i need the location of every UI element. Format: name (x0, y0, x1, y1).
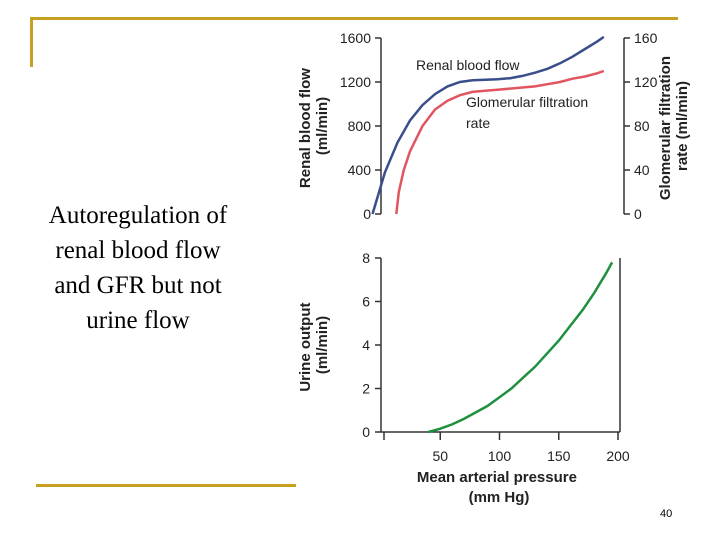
axis-label-line: (ml/min) (314, 97, 331, 155)
y2-tick-label: 120 (634, 74, 658, 90)
top-chart: 0 400 800 1200 1600 0 40 80 120 160 Renal blood … (297, 30, 691, 222)
left-decorative-rule (30, 17, 33, 67)
series-label-line: Glomerular filtration (466, 94, 588, 110)
bottom-decorative-rule (36, 484, 296, 487)
y2-tick-label: 160 (634, 30, 658, 46)
y2-tick-label: 80 (634, 118, 650, 134)
y-tick-label: 0 (362, 424, 370, 440)
y-tick-label: 1200 (340, 74, 371, 90)
x-tick-label: 50 (432, 448, 448, 464)
axis-label-line: Renal blood flow (297, 68, 314, 188)
axis-label-line: rate (ml/min) (674, 81, 691, 171)
y-tick-label: 0 (363, 206, 371, 222)
gfr-axis-label: Glomerular filtration rate (ml/min) (657, 52, 691, 200)
x-tick-label: 200 (606, 448, 630, 464)
y-tick-label: 1600 (340, 30, 371, 46)
top-decorative-rule (30, 17, 678, 20)
axis-label-line: (mm Hg) (469, 489, 530, 506)
caption-line: urine flow (86, 307, 190, 334)
page-number: 40 (660, 508, 673, 520)
y-tick-label: 400 (348, 162, 372, 178)
urine-output-series-line (428, 261, 614, 434)
caption-line: and GFR but not (54, 272, 222, 299)
y-tick-label: 6 (362, 294, 370, 310)
renal-blood-flow-axis-label: Renal blood flow (ml/min) (297, 64, 331, 188)
renal-blood-flow-series-line (371, 35, 605, 215)
axis-label-line: Urine output (297, 303, 314, 392)
urine-output-axis-label: Urine output (ml/min) (297, 298, 331, 391)
y2-tick-label: 40 (634, 162, 650, 178)
y-tick-label: 2 (362, 381, 370, 397)
axis-label-line: Mean arterial pressure (417, 469, 577, 486)
x-axis-label: Mean arterial pressure (mm Hg) (417, 469, 581, 506)
series-label-line: rate (466, 115, 490, 131)
x-tick-label: 100 (488, 448, 512, 464)
axis-label-line: Glomerular filtration (657, 56, 674, 200)
caption-line: renal blood flow (55, 237, 221, 264)
gfr-series-line (395, 69, 605, 215)
caption-line: Autoregulation of (48, 202, 228, 229)
x-tick-label: 150 (547, 448, 571, 464)
slide-caption: Autoregulation of renal blood flow and G… (12, 198, 264, 338)
renal-blood-flow-series-label: Renal blood flow (416, 57, 520, 73)
gfr-series-label: Glomerular filtration rate (466, 94, 592, 131)
y-tick-label: 800 (348, 118, 372, 134)
y-tick-label: 8 (362, 250, 370, 266)
y-tick-label: 4 (362, 337, 370, 353)
axis-label-line: (ml/min) (314, 316, 331, 374)
y2-tick-label: 0 (634, 206, 642, 222)
